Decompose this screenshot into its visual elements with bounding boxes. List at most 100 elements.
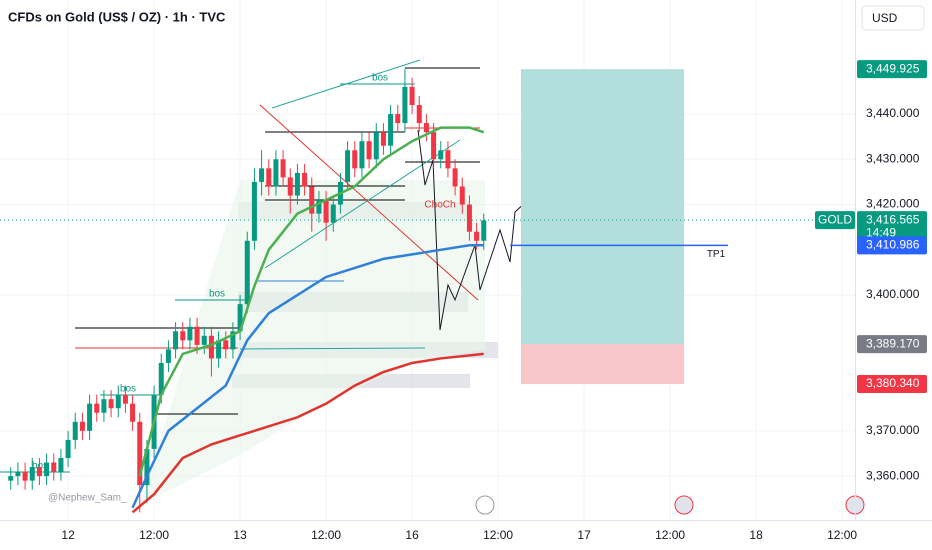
y-tick-label: 3,420.000 bbox=[866, 197, 920, 211]
candle-body bbox=[302, 172, 308, 187]
candle-body bbox=[194, 326, 200, 345]
candle-body bbox=[187, 326, 193, 341]
symbol-box bbox=[815, 211, 855, 230]
y-tick-label: 3,360.000 bbox=[866, 468, 920, 482]
candle-body bbox=[108, 399, 114, 409]
candle-body bbox=[280, 159, 286, 178]
candle-body bbox=[316, 200, 322, 214]
candle-body bbox=[65, 439, 71, 458]
candle-body bbox=[244, 240, 250, 305]
moving-average bbox=[131, 352, 484, 514]
price-label-box bbox=[857, 335, 927, 354]
candle-body bbox=[409, 86, 415, 105]
countdown: 14:49 bbox=[866, 225, 896, 239]
x-tick-label: 12:00 bbox=[483, 528, 513, 542]
trend-line bbox=[264, 139, 461, 269]
candle-body bbox=[15, 471, 21, 477]
candle-body bbox=[180, 331, 186, 341]
price-label: 3,449.925 bbox=[866, 61, 920, 75]
y-tick-label: 3,440.000 bbox=[866, 106, 920, 120]
candle-body bbox=[29, 467, 35, 481]
y-tick-label: 3,400.000 bbox=[866, 287, 920, 301]
candle-body bbox=[144, 448, 150, 486]
candle-body bbox=[309, 186, 315, 214]
candle-body bbox=[330, 204, 336, 223]
candle-body bbox=[79, 421, 85, 431]
candle-body bbox=[352, 150, 358, 169]
moving-average bbox=[138, 126, 485, 477]
candle-body bbox=[237, 304, 243, 332]
price-label-box bbox=[857, 236, 927, 255]
candle-body bbox=[22, 471, 28, 481]
candle-body bbox=[201, 335, 207, 345]
candle-body bbox=[94, 403, 100, 413]
candle-body bbox=[423, 123, 429, 133]
candle-body bbox=[402, 86, 408, 124]
candle-body bbox=[466, 204, 472, 232]
cloud bbox=[140, 180, 485, 505]
candle-body bbox=[388, 114, 394, 146]
price-label-box bbox=[857, 60, 927, 79]
candle-body bbox=[481, 220, 487, 241]
symbol: GOLD bbox=[818, 212, 852, 226]
candle-body bbox=[158, 362, 164, 395]
annotation: ChoCh bbox=[424, 200, 455, 211]
candle-body bbox=[395, 114, 401, 124]
candle-body bbox=[452, 168, 458, 187]
watermark: @Nephew_Sam_ bbox=[48, 493, 127, 504]
x-tick-label: 17 bbox=[577, 528, 591, 542]
price-label-box bbox=[857, 211, 927, 242]
candle-body bbox=[251, 181, 257, 241]
candle-body bbox=[137, 421, 143, 486]
chart-title: CFDs on Gold (US$ / OZ) · 1h · TVC bbox=[8, 9, 226, 24]
candle-body bbox=[208, 335, 214, 359]
candle-body bbox=[373, 132, 379, 160]
annotation: bos bbox=[209, 289, 225, 300]
candle-body bbox=[58, 457, 64, 472]
candle-body bbox=[51, 462, 57, 472]
currency-button[interactable] bbox=[861, 5, 925, 31]
candle-body bbox=[230, 331, 236, 350]
candle-body bbox=[474, 231, 480, 241]
candle-body bbox=[223, 340, 229, 350]
profit-zone bbox=[521, 69, 684, 345]
candle-body bbox=[173, 331, 179, 350]
candle-body bbox=[44, 462, 50, 477]
event-icon bbox=[475, 495, 495, 515]
annotation: bos bbox=[120, 384, 136, 395]
candle-body bbox=[438, 150, 444, 160]
candle-body bbox=[8, 476, 14, 481]
candle-body bbox=[266, 168, 272, 187]
x-tick-label: 12:00 bbox=[827, 528, 857, 542]
candle-body bbox=[216, 340, 222, 359]
candle-body bbox=[72, 421, 78, 440]
y-tick-label: 3,430.000 bbox=[866, 151, 920, 165]
candle-body bbox=[36, 467, 42, 477]
candle-body bbox=[115, 394, 121, 409]
loss-zone bbox=[521, 344, 684, 385]
candle-body bbox=[345, 150, 351, 182]
candle-body bbox=[165, 349, 171, 363]
candle-body bbox=[259, 168, 265, 182]
trend-line bbox=[259, 104, 479, 301]
x-tick-label: 12:00 bbox=[311, 528, 341, 542]
candle-body bbox=[130, 403, 136, 422]
moving-average bbox=[131, 244, 484, 509]
currency: USD bbox=[872, 11, 898, 25]
candle-body bbox=[459, 186, 465, 205]
price-label: 3,389.170 bbox=[866, 336, 920, 350]
price-label: 3,410.986 bbox=[866, 238, 920, 252]
candle-body bbox=[380, 132, 386, 146]
event-icon bbox=[674, 495, 694, 515]
annotation: bos bbox=[32, 461, 48, 472]
level bbox=[239, 347, 426, 350]
price-label-box bbox=[857, 375, 927, 394]
x-tick-label: 12:00 bbox=[655, 528, 685, 542]
x-tick-label: 16 bbox=[405, 528, 419, 542]
price-label: 3,416.565 bbox=[866, 212, 920, 226]
y-tick-label: 3,370.000 bbox=[866, 423, 920, 437]
candle-body bbox=[366, 141, 372, 160]
candle-body bbox=[416, 104, 422, 124]
drawings: bos bos bos bos ChoCh @Nephew_Sam_ bbox=[0, 59, 865, 515]
